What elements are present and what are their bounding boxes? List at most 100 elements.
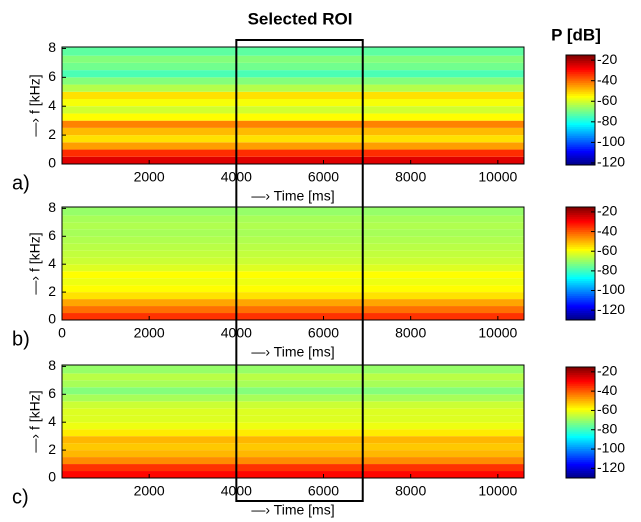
- colorbar-swatch: [566, 220, 595, 223]
- y-tick-label: 6: [48, 68, 56, 84]
- colorbar-swatch: [566, 402, 595, 405]
- spectrogram-band: [62, 271, 524, 279]
- spectrogram-band: [62, 250, 524, 258]
- colorbar-swatch: [566, 370, 595, 374]
- spectrogram-band: [62, 55, 524, 63]
- colorbar-swatch: [566, 413, 595, 416]
- colorbar-swatch: [566, 461, 595, 464]
- spectrogram-band: [62, 436, 524, 444]
- colorbar-swatch: [566, 55, 595, 58]
- y-tick-label: 6: [48, 227, 56, 243]
- colorbar-swatch: [566, 453, 595, 457]
- colorbar-swatch: [566, 255, 595, 259]
- spectrogram-band: [62, 306, 524, 314]
- colorbar-swatch: [566, 233, 595, 236]
- spectrogram-band: [62, 292, 524, 300]
- colorbar-swatch: [566, 276, 595, 280]
- y-tick-label: 6: [48, 385, 56, 401]
- colorbar-swatch: [566, 93, 595, 96]
- colorbar-tick-label: -60: [597, 401, 617, 417]
- colorbar-swatch: [566, 113, 595, 116]
- colorbar-swatch: [566, 424, 595, 427]
- x-tick-label: 8000: [395, 325, 426, 341]
- colorbar-swatch: [566, 99, 595, 102]
- colorbar-swatch: [566, 459, 595, 462]
- colorbar-swatch: [566, 470, 595, 473]
- spectrogram-band: [62, 84, 524, 92]
- colorbar-swatch: [566, 455, 595, 459]
- spectrogram-band: [62, 135, 524, 143]
- spectrogram-band: [62, 373, 524, 381]
- x-tick-label: 10000: [478, 169, 517, 185]
- spectrogram-band: [62, 457, 524, 465]
- colorbar-tick-label: -80: [597, 113, 617, 129]
- x-tick-label: 2000: [134, 483, 165, 499]
- colorbar-frame: [565, 366, 596, 479]
- colorbar-swatch: [566, 387, 595, 390]
- colorbar-swatch: [566, 117, 595, 120]
- spectrogram-band: [62, 443, 524, 451]
- colorbar-swatch: [566, 56, 595, 60]
- colorbar-swatch: [566, 144, 595, 148]
- colorbar-swatch: [566, 416, 595, 420]
- colorbar-swatch: [566, 239, 595, 242]
- spectrogram-band: [62, 106, 524, 114]
- colorbar-swatch: [566, 235, 595, 238]
- spectrogram-band: [62, 91, 524, 99]
- colorbar-swatch: [566, 415, 595, 418]
- colorbar-swatch: [566, 418, 595, 422]
- colorbar-frame: [565, 54, 596, 166]
- colorbar-swatch: [566, 152, 595, 155]
- colorbar-swatch: [566, 80, 595, 83]
- colorbar-swatch: [566, 106, 595, 109]
- spectrogram-band: [62, 464, 524, 472]
- colorbar-swatch: [566, 265, 595, 268]
- x-tick-label: 8000: [395, 169, 426, 185]
- y-axis-label: —› f [kHz]: [27, 232, 43, 294]
- plot-frame: [61, 206, 525, 321]
- colorbar-swatch: [566, 299, 595, 302]
- colorbar-swatch: [566, 407, 595, 411]
- spectrogram-band: [62, 471, 524, 478]
- colorbar-swatch: [566, 150, 595, 153]
- spectrogram-band: [62, 77, 524, 85]
- x-tick-label: 10000: [478, 325, 517, 341]
- colorbar-swatch: [566, 60, 595, 63]
- colorbar-swatch: [566, 287, 595, 291]
- spectrogram-band: [62, 142, 524, 150]
- colorbar-swatch: [566, 291, 595, 295]
- colorbar-swatch: [566, 441, 595, 444]
- colorbar-swatch: [566, 104, 595, 107]
- colorbar-swatch: [566, 442, 595, 446]
- spectrogram-band: [62, 215, 524, 223]
- colorbar-swatch: [566, 210, 595, 214]
- colorbar-swatch: [566, 376, 595, 379]
- colorbar-swatch: [566, 398, 595, 401]
- colorbar-swatch: [566, 261, 595, 264]
- colorbar-swatch: [566, 214, 595, 217]
- y-axis-label: —› f [kHz]: [27, 390, 43, 452]
- colorbar-swatch: [566, 75, 595, 78]
- x-tick-label: 10000: [478, 483, 517, 499]
- colorbar-swatch: [566, 212, 595, 216]
- colorbar-swatch: [566, 126, 595, 129]
- spectrogram-band: [62, 285, 524, 293]
- colorbar-swatch: [566, 272, 595, 276]
- colorbar-swatch: [566, 244, 595, 248]
- spectrogram-band: [62, 62, 524, 71]
- colorbar-swatch: [566, 308, 595, 312]
- colorbar-swatch: [566, 394, 595, 398]
- spectrogram-band: [62, 156, 524, 164]
- colorbar-swatch: [566, 472, 595, 475]
- x-axis-label: —› Time [ms]: [251, 188, 334, 204]
- colorbar-swatch: [566, 457, 595, 460]
- y-tick-label: 4: [48, 255, 56, 271]
- colorbar-swatch: [566, 284, 595, 287]
- x-axis-label: —› Time [ms]: [251, 502, 334, 518]
- x-tick-label: 0: [58, 325, 66, 341]
- colorbar-swatch: [566, 301, 595, 304]
- colorbar-swatch: [566, 297, 595, 300]
- colorbar-swatch: [566, 146, 595, 149]
- colorbar-swatch: [566, 240, 595, 244]
- colorbar-swatch: [566, 66, 595, 69]
